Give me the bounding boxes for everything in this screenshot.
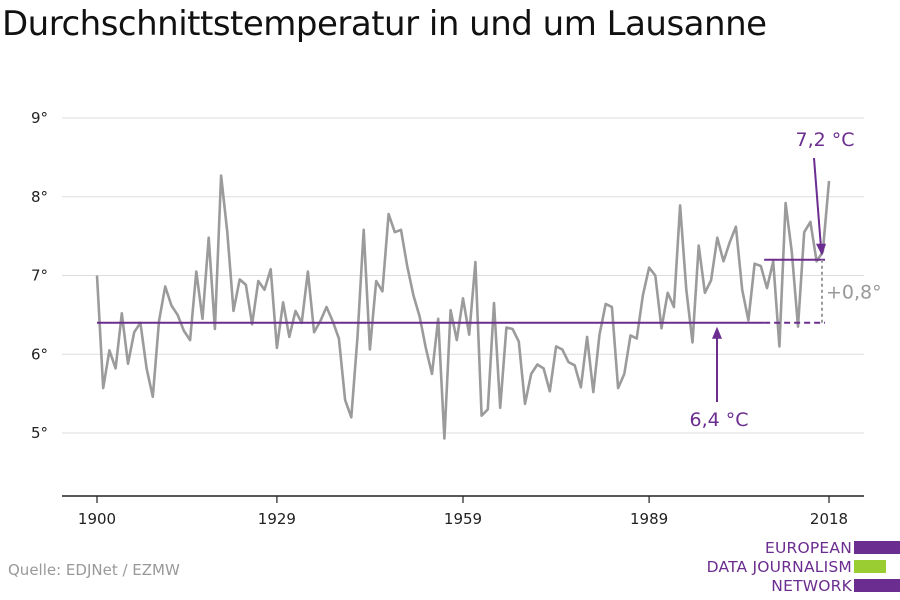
baseline-arrow-head (712, 326, 722, 339)
recent-arrow-head (816, 243, 826, 256)
delta-label: +0,8° (826, 281, 882, 303)
x-tick-label: 2018 (810, 510, 848, 528)
y-tick-label: 6° (31, 345, 48, 363)
x-tick-label: 1959 (444, 510, 482, 528)
series-line-0 (95, 174, 831, 440)
x-axis: 1900 1929 1959 1989 2018 (62, 495, 864, 528)
x-tick-label: 1900 (78, 510, 116, 528)
logo-line-3: NETWORK (771, 577, 852, 595)
logo-bar-2 (854, 560, 886, 573)
x-tick-label: 1929 (258, 510, 296, 528)
y-tick-labels: 5° 6° 7° 8° 9° (31, 109, 48, 442)
y-tick-label: 9° (31, 109, 48, 127)
baseline-label: 6,4 °C (689, 409, 748, 431)
edjnet-logo[interactable]: EUROPEAN DATA JOURNALISM NETWORK (700, 539, 900, 595)
series-layer (95, 174, 831, 440)
grid-lines (62, 117, 864, 434)
chart-title: Durchschnittstemperatur in und um Lausan… (2, 4, 767, 44)
y-tick-label: 7° (31, 267, 48, 285)
recent-label: 7,2 °C (795, 129, 854, 151)
logo-bar-3 (854, 579, 900, 592)
y-tick-label: 5° (31, 424, 48, 442)
x-tick-label: 1989 (630, 510, 668, 528)
y-tick-label: 8° (31, 188, 48, 206)
logo-line-1: EUROPEAN (764, 539, 852, 557)
source-note: Quelle: EDJNet / EZMW (8, 561, 180, 579)
logo-bar-1 (854, 541, 900, 554)
annotations-layer: +0,8° 6,4 °C 7,2 °C (97, 129, 882, 431)
recent-arrow-shaft (813, 157, 822, 248)
logo-line-2: DATA JOURNALISM (706, 558, 852, 576)
